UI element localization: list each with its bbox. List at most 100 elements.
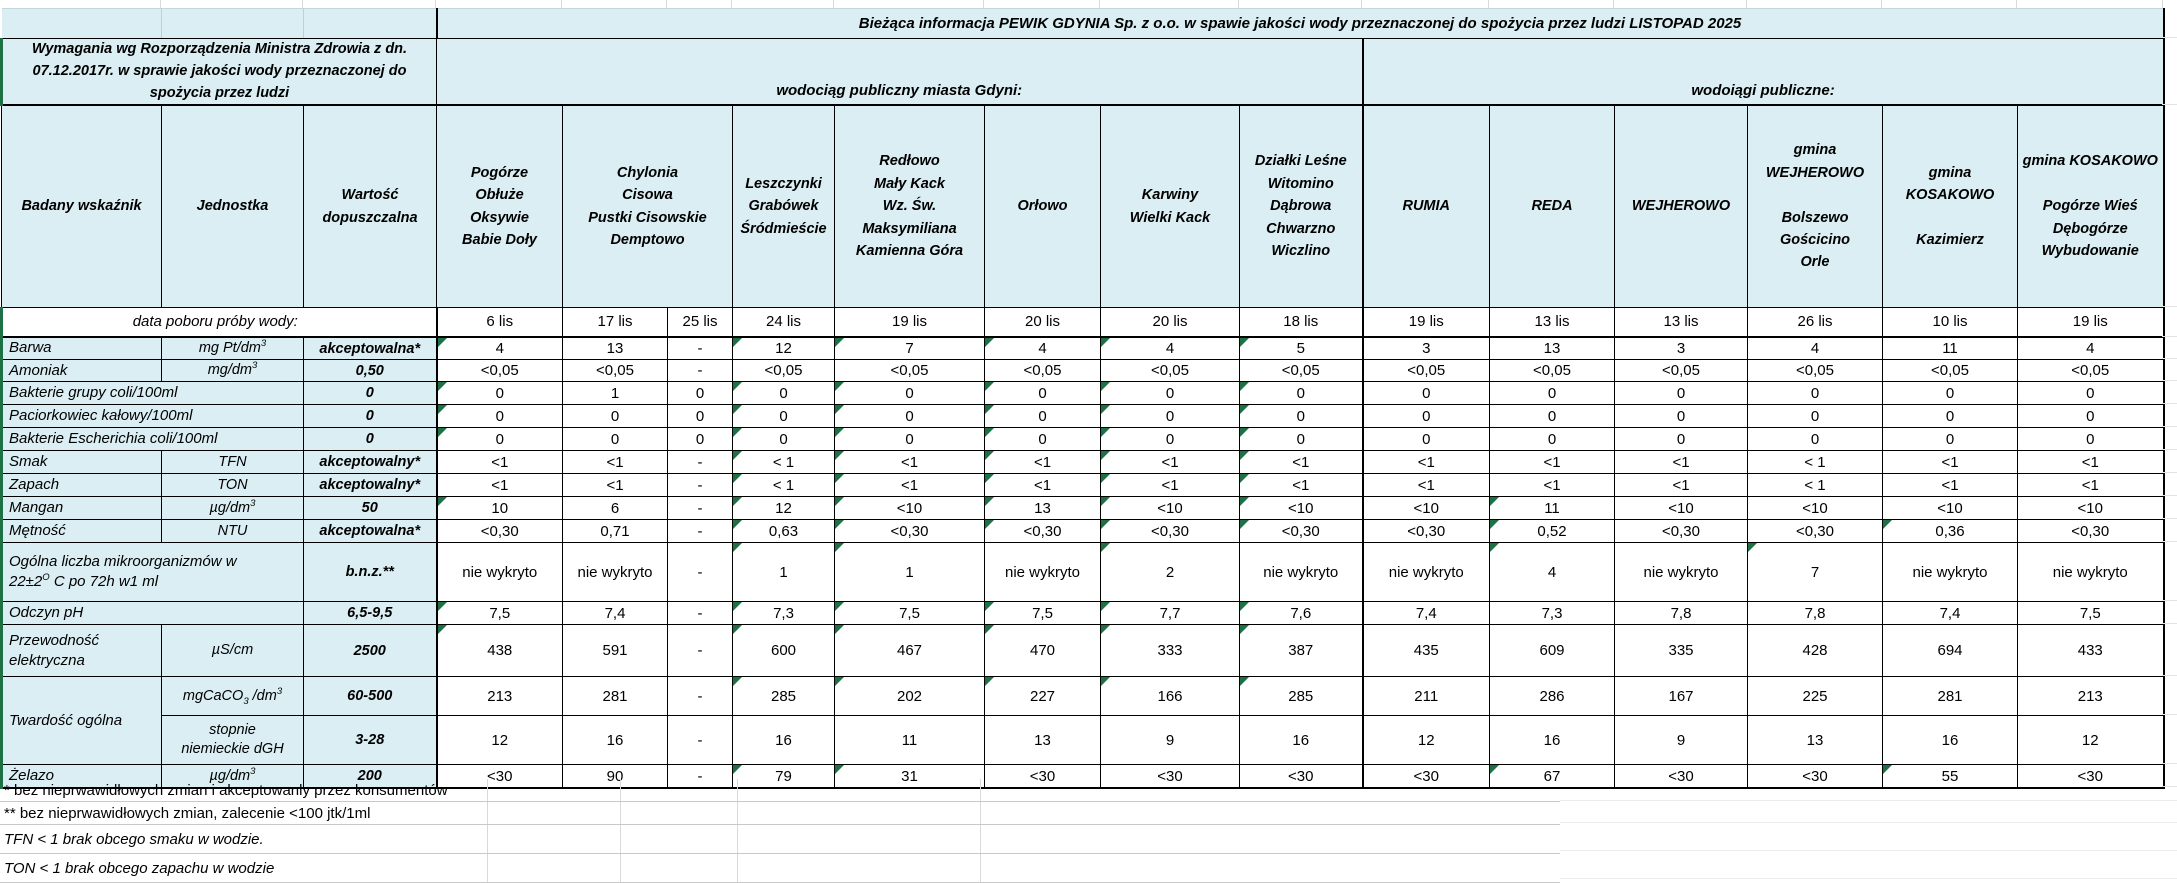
value-cell: 0 [1100, 381, 1240, 406]
value-cell: <1 [834, 473, 985, 498]
row-label: Twardość ogólna [0, 676, 162, 766]
comment-indicator-icon [985, 602, 994, 612]
value-cell: 16 [562, 715, 668, 766]
value-cell: <0,05 [834, 359, 985, 383]
gridline [1361, 0, 1362, 8]
value-cell: 0 [1489, 404, 1615, 429]
value-cell: 7,8 [1747, 601, 1883, 626]
value-cell: <1 [1614, 473, 1748, 498]
value-cell: 7,5 [984, 601, 1101, 626]
value-cell: 0 [1362, 404, 1490, 429]
value-cell: <30 [436, 764, 563, 789]
column-header-unit: Jednostka [161, 104, 304, 308]
table-row: Zapach TON akceptowalny* <1 <1- < 1 <1 <1 <1 <1 <1… [0, 473, 2165, 498]
value-cell: 0 [984, 427, 1101, 452]
value-cell: nie wykryto [1239, 542, 1364, 603]
value-cell: 13 [562, 336, 668, 361]
value-cell: <0,05 [1747, 359, 1883, 383]
gridline [1881, 0, 1882, 8]
gridline [1746, 0, 1747, 8]
value-cell: 0 [436, 381, 563, 406]
comment-indicator-icon [733, 602, 742, 612]
unit-cell: mg/dm3 [161, 359, 304, 383]
limit-cell: 50 [303, 496, 438, 521]
table-row: stopnie niemieckie dGH 3-28 12 16-16 11 13 9 16 1… [2, 715, 2165, 766]
comment-indicator-icon [1101, 520, 1110, 530]
value-cell: 202 [834, 676, 985, 717]
value-cell: 7,3 [732, 601, 835, 626]
comment-indicator-icon [1490, 520, 1499, 530]
sample-date-cell: 10 lis [1882, 306, 2018, 338]
value-cell: 4 [436, 336, 563, 361]
value-cell: <0,30 [1362, 519, 1490, 544]
value-cell: 227 [984, 676, 1101, 717]
value-cell: 7 [1747, 542, 1883, 603]
gridline [833, 0, 834, 8]
value-cell: 1 [732, 542, 835, 603]
comment-indicator-icon [985, 474, 994, 484]
comment-indicator-icon [1240, 625, 1249, 635]
table-row: Odczyn pH 6,5-9,5 7,5 7,4-7,3 7,5 7,5 7,7 7,6 7,… [0, 601, 2165, 626]
value-cell: <10 [2016, 496, 2165, 521]
comment-indicator-icon [1240, 382, 1249, 392]
value-cell: 12 [1362, 715, 1490, 766]
comment-indicator-icon [835, 765, 844, 775]
table-row: Mangan µg/dm3 50 10 6-12 <10 13 <10 <10 <10 11 <10 <… [0, 496, 2165, 521]
location-header: Karwiny Wielki Kack [1100, 104, 1240, 308]
value-cell: <10 [1239, 496, 1364, 521]
comment-indicator-icon [835, 337, 844, 347]
limit-cell: akceptowalna* [303, 519, 438, 544]
row-label: Amoniak [0, 359, 162, 383]
comment-indicator-icon [835, 520, 844, 530]
value-cell: <10 [1100, 496, 1240, 521]
row-label: Smak [0, 450, 162, 475]
value-cell: 6 [562, 496, 668, 521]
gridline [2162, 358, 2177, 359]
comment-indicator-icon [1240, 451, 1249, 461]
value-cell: 433 [2016, 624, 2165, 678]
value-cell: 31 [834, 764, 985, 789]
value-cell: - [667, 715, 733, 766]
table-row: Amoniak mg/dm3 0,50 <0,05 <0,05- <0,05 <0,05 <0… [0, 359, 2165, 383]
value-cell: 387 [1239, 624, 1364, 678]
value-cell: 281 [562, 676, 668, 717]
row-label: Żelazo [0, 764, 162, 789]
value-cell: - [667, 601, 733, 626]
value-cell: 55 [1882, 764, 2018, 789]
value-cell: 0 [1489, 427, 1615, 452]
row-label: Zapach [0, 473, 162, 498]
value-cell: <0,05 [1100, 359, 1240, 383]
comment-indicator-icon [1490, 765, 1499, 775]
comment-indicator-icon [985, 625, 994, 635]
gridline [2016, 0, 2017, 8]
value-cell: <0,30 [834, 519, 985, 544]
value-cell: 12 [436, 715, 563, 766]
value-cell: 0 [732, 381, 835, 406]
comment-indicator-icon [733, 337, 742, 347]
value-cell: 7,3 [1489, 601, 1615, 626]
comment-indicator-icon [437, 428, 447, 438]
value-cell: <0,05 [1489, 359, 1615, 383]
comment-indicator-icon [437, 625, 447, 635]
table-row: Żelazo µg/dm3 200 <30 90-79 31 <30 <30 <30 <30 67 <… [0, 764, 2165, 789]
sample-date-cell: 6 lis [436, 306, 563, 338]
value-cell: 0 [1239, 427, 1364, 452]
value-cell: 9 [1100, 715, 1240, 766]
value-cell: <1 [2016, 473, 2165, 498]
gridline [1613, 0, 1614, 8]
requirements-note: Wymagania wg Rozporządzenia Ministra Zdr… [0, 38, 437, 106]
value-cell: 428 [1747, 624, 1883, 678]
limit-cell: 0,50 [303, 359, 438, 383]
value-cell: 16 [1489, 715, 1615, 766]
row-label: Barwa [0, 336, 162, 361]
limit-cell: b.n.z.** [303, 542, 438, 603]
value-cell: 7,5 [2016, 601, 2165, 626]
value-cell: <1 [984, 450, 1101, 475]
value-cell: 1 [834, 542, 985, 603]
value-cell: <1 [2016, 450, 2165, 475]
footnotes: * bez nieprwawidłowych zmian i akceptowa… [0, 779, 2177, 883]
value-cell: 0 [984, 381, 1101, 406]
value-cell: 0 [1882, 427, 2018, 452]
table-row: Twardość ogólna mgCaCO3 /dm3 60-500 213 281-… [0, 676, 2165, 766]
value-cell: <10 [1614, 496, 1748, 521]
